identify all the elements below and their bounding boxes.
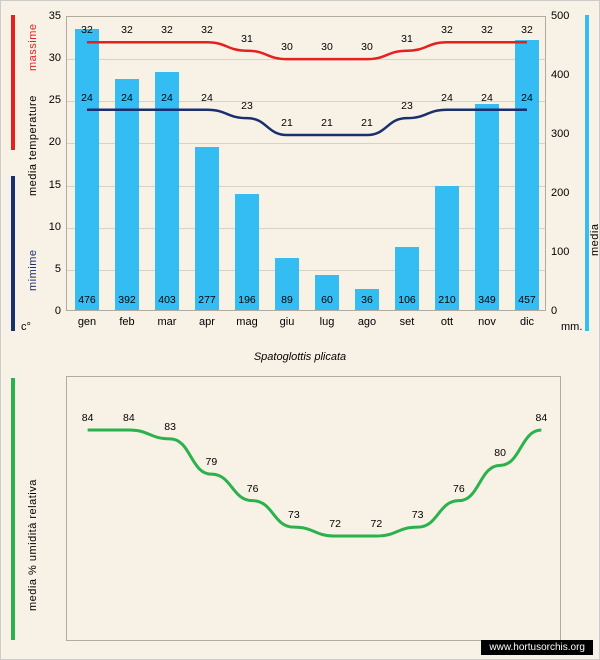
- ytick-right: 200: [551, 187, 581, 199]
- ytick-left: 20: [31, 136, 61, 148]
- ytick-right: 400: [551, 69, 581, 81]
- temp-lines: [67, 17, 547, 312]
- ytick-left: 30: [31, 52, 61, 64]
- month-label: ago: [347, 316, 387, 328]
- ytick-left: 5: [31, 263, 61, 275]
- climate-chart: 051015202530350100200300400500gen4763224…: [1, 1, 599, 361]
- ytick-right: 300: [551, 128, 581, 140]
- ytick-left: 10: [31, 221, 61, 233]
- month-label: set: [387, 316, 427, 328]
- humidity-line: [88, 430, 542, 536]
- footer-credit: www.hortusorchis.org: [481, 640, 593, 655]
- ytick-left: 35: [31, 10, 61, 22]
- month-label: mag: [227, 316, 267, 328]
- month-label: nov: [467, 316, 507, 328]
- month-label: ott: [427, 316, 467, 328]
- humidity-plot-area: 848483797673727273768084: [66, 376, 561, 641]
- humidity-line-svg: [67, 377, 562, 642]
- month-label: gen: [67, 316, 107, 328]
- ytick-right: 0: [551, 305, 581, 317]
- ytick-left: 0: [31, 305, 61, 317]
- climate-plot-area: 051015202530350100200300400500gen4763224…: [66, 16, 546, 311]
- month-label: apr: [187, 316, 227, 328]
- month-label: lug: [307, 316, 347, 328]
- ytick-right: 500: [551, 10, 581, 22]
- month-label: dic: [507, 316, 547, 328]
- month-label: giu: [267, 316, 307, 328]
- ytick-left: 25: [31, 94, 61, 106]
- humidity-chart: 848483797673727273768084: [1, 361, 599, 651]
- tmax-line: [87, 42, 527, 59]
- tmin-line: [87, 110, 527, 135]
- month-label: feb: [107, 316, 147, 328]
- month-label: mar: [147, 316, 187, 328]
- ytick-right: 100: [551, 246, 581, 258]
- ytick-left: 15: [31, 179, 61, 191]
